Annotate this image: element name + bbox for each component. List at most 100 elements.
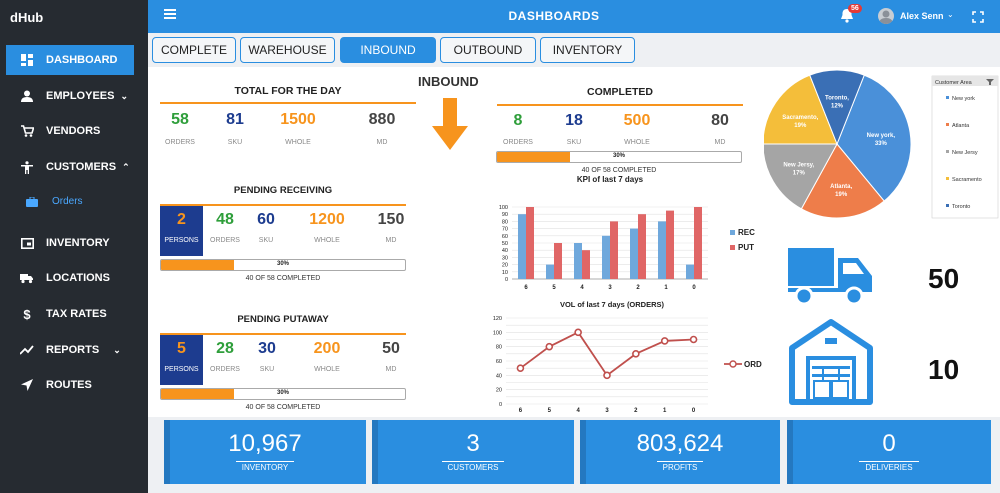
deliveries-card[interactable]: 0 DELIVERIES bbox=[787, 420, 991, 484]
menu-icon[interactable] bbox=[164, 9, 176, 21]
tab-inventory[interactable]: INVENTORY bbox=[540, 37, 635, 63]
x-tick-label: 3 bbox=[608, 285, 612, 291]
card-value: 0 bbox=[882, 430, 896, 457]
inventory-card[interactable]: 10,967 INVENTORY bbox=[164, 420, 366, 484]
warehouse-icon bbox=[789, 319, 873, 405]
sidebar-item-label: VENDORS bbox=[46, 125, 101, 137]
profits-card[interactable]: 803,624 PROFITS bbox=[580, 420, 780, 484]
sidebar-item-vendors[interactable]: VENDORS bbox=[6, 116, 134, 146]
total-whole-label: WHOLE bbox=[285, 139, 311, 146]
sidebar-item-employees[interactable]: EMPLOYEES ⌄ bbox=[6, 81, 134, 111]
person-icon bbox=[20, 89, 34, 103]
inbound-title: INBOUND bbox=[418, 74, 479, 89]
bar-rec bbox=[658, 221, 666, 279]
data-point bbox=[689, 335, 698, 344]
putaway-sku-value: 30 bbox=[258, 340, 276, 357]
legend-label: REC bbox=[738, 228, 755, 237]
inventory-icon bbox=[20, 236, 34, 250]
sidebar-item-customers[interactable]: CUSTOMERS ⌃ bbox=[6, 152, 134, 182]
chevron-down-icon: ⌄ bbox=[120, 90, 129, 101]
legend-label: New Jersy bbox=[952, 150, 978, 156]
card-label: CUSTOMERS bbox=[441, 461, 505, 472]
sidebar-item-reports[interactable]: REPORTS ⌄ bbox=[6, 335, 134, 365]
truck-icon bbox=[20, 271, 34, 285]
bar-put bbox=[526, 207, 534, 279]
tab-inbound[interactable]: INBOUND bbox=[340, 37, 436, 63]
putaway-orders-value: 28 bbox=[216, 340, 234, 357]
receiving-persons-value: 2 bbox=[177, 211, 186, 228]
sidebar-subitem-orders[interactable]: Orders bbox=[26, 196, 83, 207]
putaway-orders-label: ORDERS bbox=[210, 366, 240, 373]
tab-complete[interactable]: COMPLETE bbox=[152, 37, 236, 63]
warehouse-count: 10 bbox=[928, 354, 960, 385]
page-title: DASHBOARDS bbox=[508, 9, 600, 23]
legend-label: Atlanta bbox=[952, 123, 970, 129]
sidebar-item-routes[interactable]: ROUTES bbox=[6, 370, 134, 400]
legend-title: Customer Area bbox=[935, 80, 973, 86]
legend-label: ORD bbox=[744, 360, 762, 369]
total-orders-label: ORDERS bbox=[165, 139, 195, 146]
pie-data-label: New Jersy, 17% bbox=[783, 163, 814, 177]
total-day-title: TOTAL FOR THE DAY bbox=[234, 85, 342, 97]
pie-slice-sacramento bbox=[764, 74, 838, 145]
y-tick-label: 80 bbox=[502, 219, 508, 225]
data-point bbox=[660, 337, 669, 345]
legend-header bbox=[932, 76, 998, 86]
delivery-truck-icon bbox=[788, 248, 872, 306]
chart-title: VOL of last 7 days (ORDERS) bbox=[560, 300, 665, 309]
data-point bbox=[632, 350, 640, 358]
y-tick-label: 0 bbox=[505, 277, 508, 283]
top-bar: DASHBOARDS 56 Alex Senn ⌄ bbox=[148, 0, 1000, 33]
tab-outbound[interactable]: OUTBOUND bbox=[440, 37, 536, 63]
notification-badge: 56 bbox=[848, 4, 862, 13]
sidebar-item-label: CUSTOMERS bbox=[46, 161, 117, 173]
completed-orders-label: ORDERS bbox=[503, 139, 533, 146]
sidebar-item-dashboard[interactable]: DASHBOARD bbox=[6, 45, 134, 75]
receiving-sku-label: SKU bbox=[258, 237, 274, 244]
bar-rec bbox=[518, 214, 526, 279]
fullscreen-icon[interactable] bbox=[972, 10, 984, 23]
pie-slice-atlanta bbox=[800, 143, 885, 219]
bar-put bbox=[666, 210, 674, 279]
x-tick-label: 5 bbox=[552, 285, 556, 291]
x-tick-label: 2 bbox=[636, 285, 640, 291]
sidebar-item-label: ROUTES bbox=[46, 379, 92, 391]
brand-logo: dHub bbox=[10, 10, 44, 25]
chevron-down-icon: ⌄ bbox=[113, 344, 121, 355]
sidebar-item-label: TAX RATES bbox=[46, 308, 107, 320]
total-md-label: MD bbox=[376, 139, 388, 146]
bar-rec bbox=[546, 264, 554, 279]
receiving-caption: 40 OF 58 COMPLETED bbox=[245, 275, 321, 282]
x-tick-label: 5 bbox=[548, 408, 552, 414]
bar-put bbox=[554, 243, 562, 279]
y-tick-label: 40 bbox=[496, 373, 502, 379]
y-tick-label: 0 bbox=[499, 402, 502, 408]
legend-marker bbox=[729, 360, 737, 368]
bar-rec bbox=[686, 264, 694, 279]
legend-label: Sacramento bbox=[952, 177, 982, 183]
dashboard-icon bbox=[20, 53, 34, 67]
total-md-value: 880 bbox=[368, 111, 396, 128]
total-whole-value: 1500 bbox=[280, 111, 316, 128]
tab-warehouse[interactable]: WAREHOUSE bbox=[240, 37, 335, 63]
customers-card[interactable]: 3 CUSTOMERS bbox=[372, 420, 574, 484]
sidebar-item-tax-rates[interactable]: $ TAX RATES bbox=[6, 299, 134, 329]
receiving-sku-value: 60 bbox=[257, 211, 275, 228]
sidebar-item-inventory[interactable]: INVENTORY bbox=[6, 228, 134, 258]
pie-data-label: Toronto, 12% bbox=[825, 96, 849, 110]
trucks-count: 50 bbox=[928, 263, 960, 294]
accessibility-icon bbox=[20, 160, 34, 174]
chevron-down-icon[interactable]: ⌄ bbox=[947, 10, 954, 19]
putaway-whole-label: WHOLE bbox=[314, 366, 340, 373]
completed-progress-bar: 30% bbox=[496, 151, 742, 163]
section-divider bbox=[497, 104, 743, 106]
sidebar-item-locations[interactable]: LOCATIONS bbox=[6, 263, 134, 293]
y-tick-label: 70 bbox=[502, 227, 508, 233]
y-tick-label: 30 bbox=[502, 255, 508, 261]
receiving-progress-bar: 30% bbox=[160, 259, 406, 271]
bar-rec bbox=[630, 228, 638, 279]
y-tick-label: 90 bbox=[502, 212, 508, 218]
avatar[interactable] bbox=[878, 8, 894, 24]
sidebar: dHub DASHBOARD EMPLOYEES ⌄ VENDORS CUSTO… bbox=[0, 0, 148, 493]
user-name[interactable]: Alex Senn bbox=[900, 11, 944, 21]
